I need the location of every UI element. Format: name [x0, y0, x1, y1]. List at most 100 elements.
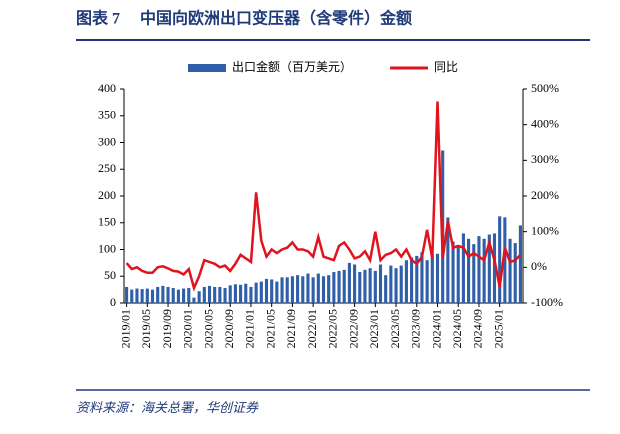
bar [430, 254, 434, 303]
bar [239, 284, 243, 303]
bar [425, 260, 429, 303]
x-tick-label: 2023/09 [409, 309, 423, 348]
bar [503, 217, 507, 303]
bar [399, 265, 403, 303]
y-tick-label: 400 [98, 81, 116, 95]
bar [213, 286, 217, 303]
source: 资料来源：海关总署，华创证券 [76, 400, 259, 415]
bar [233, 284, 237, 303]
y-tick-label: 200 [98, 188, 116, 202]
bar [389, 265, 393, 303]
x-tick-label: 2023/05 [388, 309, 402, 348]
bar [358, 271, 362, 303]
x-tick-label: 2019/05 [139, 309, 153, 348]
bar [275, 281, 279, 303]
x-tick-label: 2022/05 [326, 309, 340, 348]
bar [353, 264, 357, 303]
x-tick-label: 2024/05 [450, 309, 464, 348]
x-tick-label: 2019/01 [118, 309, 132, 348]
bar [342, 269, 346, 303]
x-tick-label: 2024/09 [471, 309, 485, 348]
bar [518, 225, 522, 303]
x-tick-label: 2023/01 [367, 309, 381, 348]
bar [202, 286, 206, 303]
bar [347, 262, 351, 303]
x-tick-label: 2019/09 [160, 309, 174, 348]
bar [301, 276, 305, 303]
bar [492, 233, 497, 303]
x-tick-label: 2020/05 [201, 309, 215, 348]
x-tick-label: 2021/01 [243, 309, 257, 348]
bar [394, 268, 398, 303]
bar [140, 289, 144, 303]
x-tick-label: 2025/01 [491, 309, 505, 348]
bar [410, 257, 414, 303]
bar [290, 276, 294, 303]
bar [363, 269, 367, 303]
bar [218, 286, 222, 303]
bar [249, 286, 253, 303]
bar [446, 217, 450, 303]
bar [327, 275, 331, 303]
bar [487, 234, 491, 303]
bar [456, 246, 460, 303]
x-tick-label: 2021/09 [284, 309, 298, 348]
bar [145, 288, 149, 303]
bar [332, 271, 336, 303]
bar [477, 236, 481, 303]
y-tick-label: 100 [98, 241, 116, 255]
y-tick-label: 350 [98, 108, 116, 122]
bar [420, 252, 424, 303]
bar [254, 282, 258, 303]
bar [316, 273, 320, 303]
bar [270, 279, 274, 303]
bar [228, 285, 232, 303]
bar [280, 277, 284, 303]
bar [187, 288, 191, 303]
bar [378, 264, 383, 303]
bar [472, 244, 476, 303]
y2-tick-label: 0% [531, 259, 547, 273]
bar [311, 277, 315, 303]
bar [461, 233, 465, 303]
bar [192, 297, 196, 303]
bar [368, 268, 372, 303]
bar [306, 273, 310, 303]
bar [482, 238, 486, 303]
y2-tick-label: -100% [531, 295, 563, 309]
bar [130, 289, 134, 303]
legend-swatch [188, 64, 226, 72]
x-tick-label: 2022/09 [346, 309, 360, 348]
bar [125, 286, 129, 303]
bar [150, 289, 155, 303]
bar [135, 288, 139, 303]
bar [498, 216, 502, 303]
bar [467, 238, 471, 303]
bar [259, 281, 263, 303]
bar [404, 260, 408, 303]
y2-tick-label: 200% [531, 188, 559, 202]
y-tick-label: 0 [110, 295, 116, 309]
y-tick-label: 250 [98, 161, 116, 175]
bar [384, 275, 388, 303]
x-tick-label: 2020/09 [222, 309, 236, 348]
x-tick-label: 2021/05 [263, 309, 277, 348]
chart-title: 图表 7 中国向欧洲出口变压器（含零件）金额 [76, 9, 412, 28]
y-tick-label: 300 [98, 134, 116, 148]
legend-label: 出口金额（百万美元） [232, 59, 352, 74]
bar [415, 255, 419, 303]
bar [373, 270, 377, 303]
bar [223, 288, 227, 303]
line [125, 101, 522, 292]
legend-label: 同比 [434, 60, 458, 74]
y2-tick-label: 500% [531, 81, 559, 95]
bar [513, 243, 517, 303]
bar [508, 238, 512, 303]
y2-tick-label: 100% [531, 223, 559, 237]
x-tick-label: 2022/01 [305, 309, 319, 348]
bar [166, 286, 170, 303]
y-tick-label: 50 [104, 268, 116, 282]
bar [182, 288, 186, 303]
bar [435, 253, 440, 303]
